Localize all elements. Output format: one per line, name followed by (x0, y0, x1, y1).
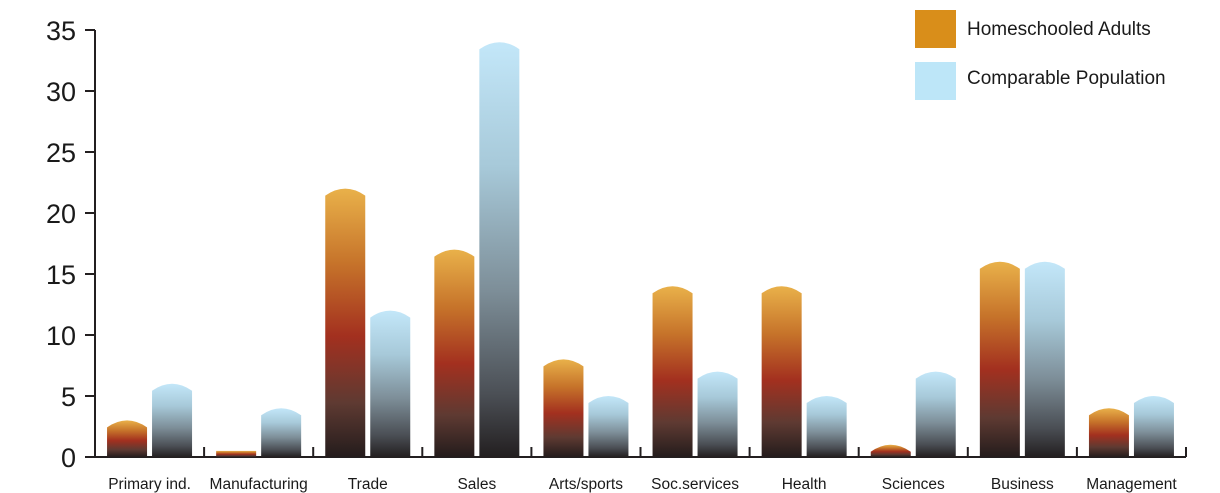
x-category-label: Management (1086, 476, 1177, 493)
bar-homeschooled (107, 420, 148, 457)
y-tick-label: 20 (46, 199, 76, 229)
legend-swatch-comparable (915, 62, 956, 100)
bar-homeschooled (652, 286, 693, 457)
bar-comparable (806, 396, 847, 457)
legend: Homeschooled Adults Comparable Populatio… (915, 10, 1166, 100)
y-tick-label: 25 (46, 138, 76, 168)
y-tick-label: 10 (46, 321, 76, 351)
legend-label-comparable: Comparable Population (967, 68, 1166, 89)
x-category-label: Business (991, 476, 1054, 493)
y-tick-label: 0 (61, 443, 76, 473)
x-category-label: Primary ind. (108, 476, 191, 493)
legend-label-homeschooled: Homeschooled Adults (967, 19, 1151, 40)
bar-comparable (697, 371, 738, 457)
bar-comparable (915, 371, 956, 457)
x-ticks (203, 447, 1187, 457)
x-axis (95, 447, 1187, 458)
bars (107, 42, 1174, 457)
category-labels: Primary ind. Manufacturing Trade Sales Arts/… (108, 476, 1177, 493)
bar-comparable (261, 408, 302, 457)
bar-homeschooled (1088, 408, 1129, 457)
bar-homeschooled (543, 359, 584, 457)
bar-homeschooled (761, 286, 802, 457)
bar-comparable (1133, 396, 1174, 457)
x-category-label: Sciences (882, 476, 945, 493)
y-ticks: 0 5 10 15 20 25 30 35 (46, 16, 95, 473)
legend-swatch-homeschooled (915, 10, 956, 48)
x-category-label: Manufacturing (210, 476, 308, 493)
bar-comparable (370, 310, 411, 457)
bar-homeschooled (216, 450, 257, 457)
x-category-label: Soc.services (651, 476, 739, 493)
bar-homeschooled (979, 261, 1020, 457)
y-tick-label: 5 (61, 382, 76, 412)
y-axis: 0 5 10 15 20 25 30 35 (46, 16, 96, 473)
x-category-label: Sales (457, 476, 496, 493)
y-tick-label: 30 (46, 77, 76, 107)
x-category-label: Health (782, 476, 827, 493)
bar-comparable (479, 42, 520, 457)
bar-comparable (1024, 261, 1065, 457)
bar-homeschooled (870, 444, 911, 457)
x-category-label: Arts/sports (549, 476, 623, 493)
y-tick-label: 35 (46, 16, 76, 46)
x-category-label: Trade (348, 476, 388, 493)
bar-comparable (152, 383, 193, 457)
bar-homeschooled (434, 249, 475, 457)
bar-comparable (588, 396, 629, 457)
bar-homeschooled (325, 188, 366, 457)
y-tick-label: 15 (46, 260, 76, 290)
